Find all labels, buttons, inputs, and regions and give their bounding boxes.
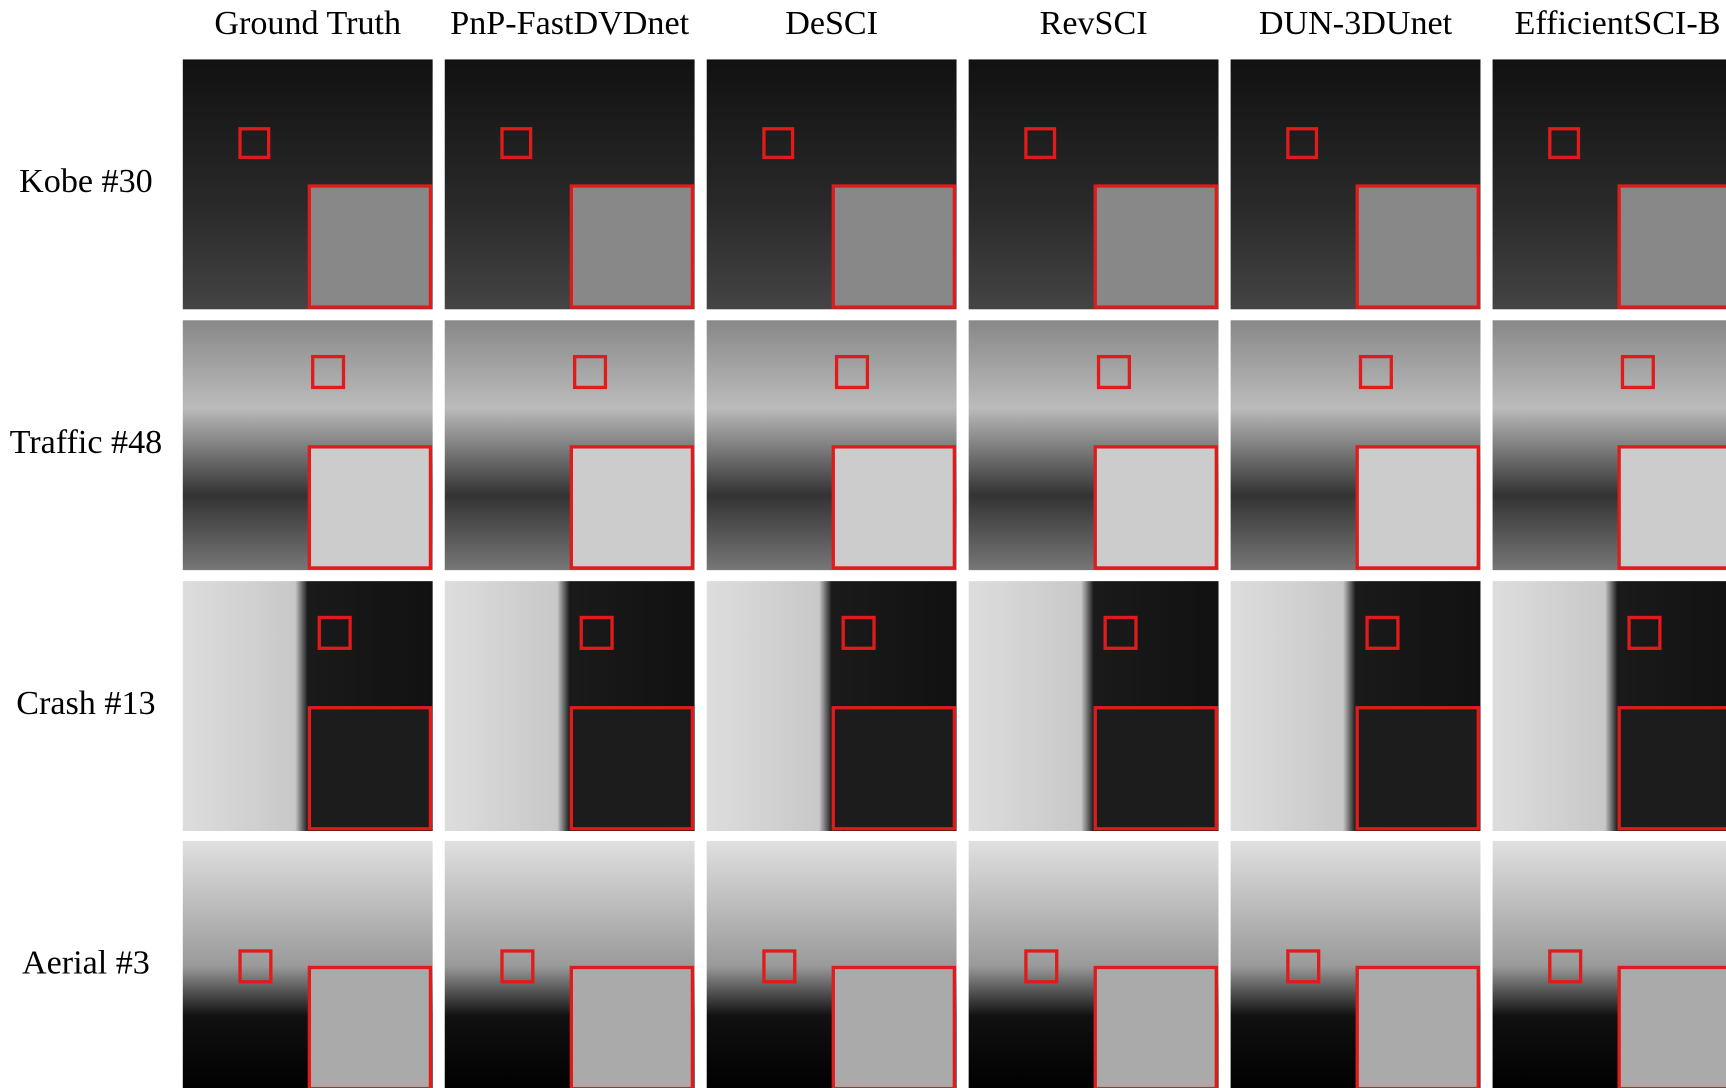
zoom-inset [307, 184, 433, 309]
column-header: Ground Truth [214, 5, 401, 42]
zoom-region [841, 615, 876, 650]
zoom-inset [1355, 445, 1480, 570]
column-header: RevSCI [1040, 5, 1148, 42]
zoom-inset [307, 965, 433, 1088]
zoom-region [762, 127, 795, 160]
zoom-inset [1355, 965, 1480, 1088]
zoom-region [1627, 615, 1662, 650]
zoom-inset [569, 965, 695, 1088]
zoom-inset [831, 706, 957, 831]
zoom-region [572, 354, 608, 390]
zoom-inset [1617, 706, 1726, 831]
zoom-region [834, 354, 870, 390]
zoom-inset [1355, 706, 1480, 831]
row-label: Aerial #3 [22, 945, 150, 982]
zoom-inset [1617, 445, 1726, 570]
zoom-region [1024, 127, 1057, 160]
column-header: EfficientSCI-B [1515, 5, 1721, 42]
zoom-region [1103, 615, 1138, 650]
zoom-inset [307, 706, 433, 831]
zoom-region [1286, 949, 1321, 984]
zoom-inset [831, 965, 957, 1088]
zoom-inset [569, 445, 695, 570]
zoom-region [1286, 127, 1319, 160]
zoom-inset [1355, 184, 1480, 309]
zoom-region [500, 949, 535, 984]
zoom-region [1024, 949, 1059, 984]
zoom-inset [1093, 706, 1218, 831]
zoom-region [238, 949, 273, 984]
zoom-inset [569, 184, 695, 309]
zoom-inset [1617, 965, 1726, 1088]
zoom-region [1620, 354, 1655, 390]
row-label: Kobe #30 [19, 163, 153, 200]
zoom-inset [1093, 184, 1218, 309]
zoom-inset [569, 706, 695, 831]
row-label: Crash #13 [16, 685, 155, 722]
zoom-inset [1093, 445, 1218, 570]
column-header: DUN-3DUnet [1259, 5, 1453, 42]
zoom-region [579, 615, 614, 650]
zoom-region [1365, 615, 1400, 650]
zoom-inset [1093, 965, 1218, 1088]
zoom-inset [831, 445, 957, 570]
zoom-region [238, 127, 271, 160]
zoom-inset [307, 445, 433, 570]
zoom-region [1548, 127, 1581, 160]
zoom-region [500, 127, 533, 160]
zoom-region [1358, 354, 1393, 390]
zoom-region [762, 949, 797, 984]
zoom-region [311, 354, 346, 390]
zoom-region [1096, 354, 1132, 390]
row-label: Traffic #48 [10, 424, 163, 461]
column-header: PnP-FastDVDnet [450, 5, 689, 42]
column-header: DeSCI [785, 5, 878, 42]
zoom-inset [1617, 184, 1726, 309]
zoom-region [1548, 949, 1583, 984]
zoom-region [317, 615, 352, 650]
zoom-inset [831, 184, 957, 309]
